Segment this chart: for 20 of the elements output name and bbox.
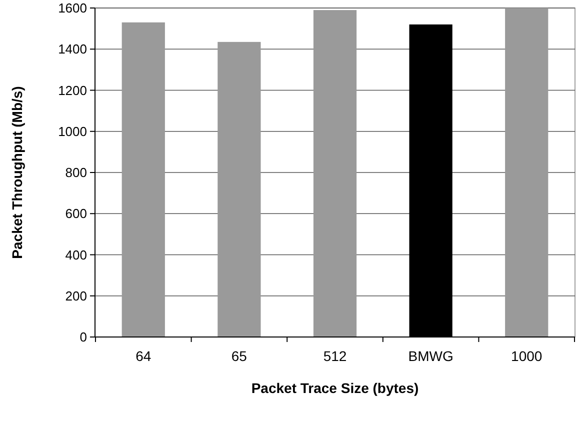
bar: [122, 22, 165, 337]
y-tick-label: 400: [65, 247, 87, 262]
x-axis-title: Packet Trace Size (bytes): [251, 380, 419, 396]
y-tick-label: 1400: [58, 42, 87, 57]
y-tick-label: 800: [65, 165, 87, 180]
bar: [218, 42, 261, 337]
x-tick-label: 64: [136, 348, 152, 364]
y-tick-label: 1600: [58, 0, 87, 16]
bar: [505, 8, 548, 337]
y-tick-label: 600: [65, 206, 87, 222]
y-tick-label: 1200: [58, 82, 87, 98]
y-tick-label: 200: [65, 288, 87, 304]
x-tick-label: 512: [323, 348, 347, 364]
x-tick-label: 65: [231, 348, 248, 364]
x-tick-label: BMWG: [408, 348, 454, 364]
y-axis-title: Packet Throughput (Mb/s): [9, 86, 25, 259]
y-tick-label: 1000: [58, 124, 87, 139]
bar: [313, 10, 357, 337]
y-tick-label: 0: [80, 330, 87, 345]
x-tick-label: 1000: [511, 348, 542, 364]
